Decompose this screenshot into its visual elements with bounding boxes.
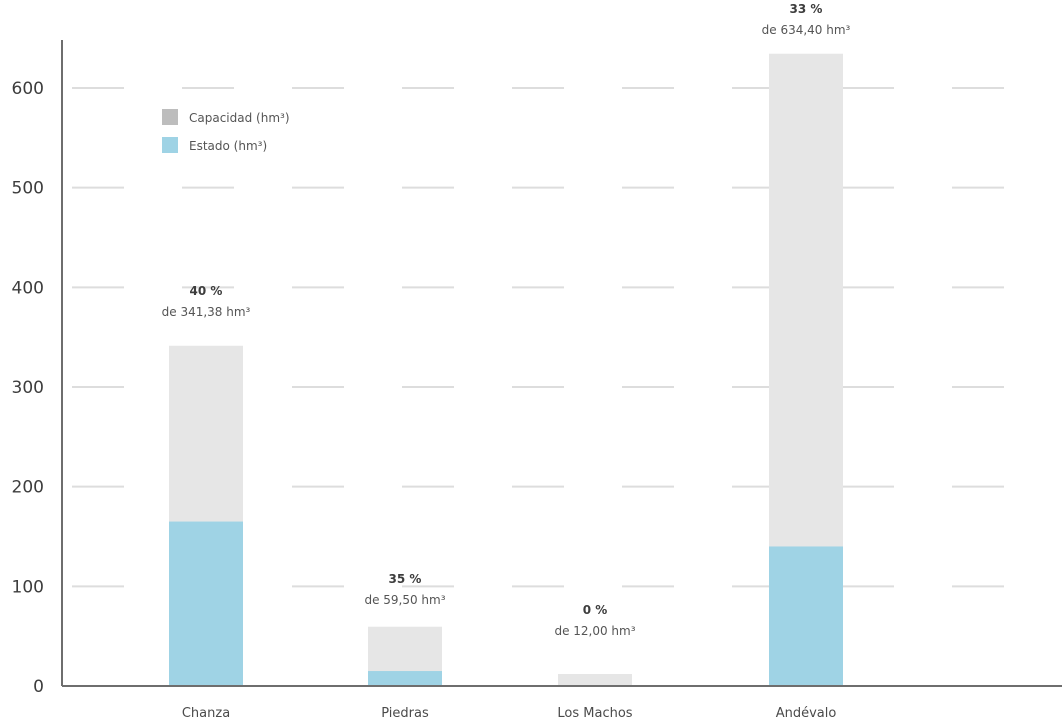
y-tick-label: 200 <box>12 478 44 498</box>
y-tick-label: 500 <box>12 179 44 199</box>
bar-percent-label: 0 % <box>583 603 608 617</box>
bars-layer <box>169 53 843 687</box>
y-tick-label: 300 <box>12 378 44 398</box>
category-label: Piedras <box>381 706 429 721</box>
bar-capacity-label: de 59,50 hm³ <box>364 593 445 607</box>
bar-estado <box>169 521 243 686</box>
labels-layer: Chanza 40 % de 341,38 hm³ Piedras 35 % de 59,… <box>162 2 851 721</box>
y-tick-label: 400 <box>12 278 44 298</box>
category-label: Chanza <box>182 706 230 721</box>
bar-capacity-label: de 12,00 hm³ <box>554 624 635 638</box>
legend-swatch-estado <box>162 137 178 153</box>
legend-label-capacidad: Capacidad (hm³) <box>189 111 290 125</box>
category-label: Los Machos <box>557 706 632 721</box>
legend-swatch-capacidad <box>162 109 178 125</box>
y-tick-label: 600 <box>12 79 44 99</box>
bar-capacity-label: de 341,38 hm³ <box>162 305 251 319</box>
bar-capacity-label: de 634,40 hm³ <box>762 23 851 37</box>
legend-label-estado: Estado (hm³) <box>189 139 267 153</box>
category-label: Andévalo <box>776 706 837 721</box>
ticks-layer: 0 100 200 300 400 500 600 <box>12 79 44 697</box>
bar-percent-label: 35 % <box>389 572 422 586</box>
y-tick-label: 0 <box>33 677 44 697</box>
bar-percent-label: 40 % <box>190 284 223 298</box>
bar-estado <box>368 671 442 686</box>
bar-percent-label: 33 % <box>790 2 823 16</box>
bar-estado <box>769 546 843 686</box>
legend: Capacidad (hm³) Estado (hm³) <box>162 109 290 153</box>
y-tick-label: 100 <box>12 577 44 597</box>
bar-capacidad <box>558 674 632 686</box>
axis-layer <box>61 40 1062 687</box>
